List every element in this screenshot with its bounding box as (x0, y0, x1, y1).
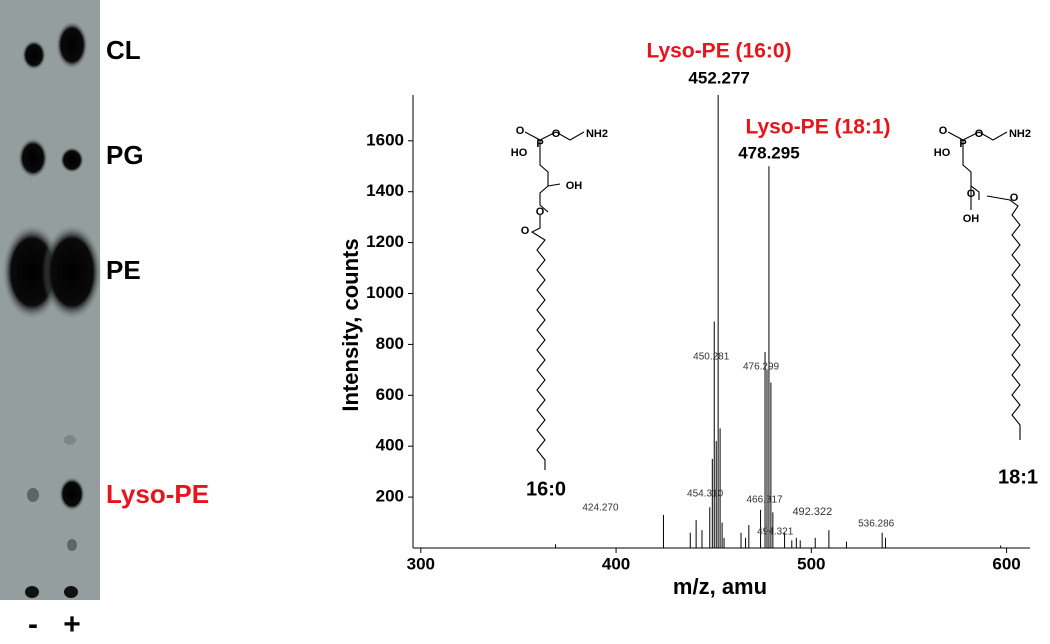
y-tick-label: 600 (376, 385, 404, 404)
atom-label: HO (511, 147, 528, 159)
peak-label: 494.321 (757, 527, 794, 538)
chain-label: 18:1 (998, 466, 1038, 488)
y-tick-label: 1600 (366, 130, 404, 149)
peak-label: 452.277 (688, 68, 749, 87)
atom-label: OH (566, 180, 583, 192)
atom-label: O (975, 128, 984, 140)
atom-label: O (521, 225, 530, 237)
atom-label: NH2 (1009, 128, 1031, 140)
annotation: Lyso-PE (16:0) (646, 40, 791, 63)
atom-label: O (516, 125, 525, 137)
x-tick-label: 500 (797, 554, 825, 573)
band-label: PE (106, 255, 141, 285)
band-label: Lyso-PE (106, 479, 209, 509)
lane-label: + (63, 608, 81, 641)
band-label: CL (106, 35, 141, 65)
peak-label: 476.299 (743, 362, 780, 373)
y-tick-label: 1000 (366, 283, 404, 302)
x-axis-label: m/z, amu (673, 574, 767, 599)
y-tick-label: 1400 (366, 181, 404, 200)
atom-label: O (939, 125, 948, 137)
y-tick-label: 800 (376, 334, 404, 353)
structure-bonds (524, 131, 1021, 470)
annotation: Lyso-PE (18:1) (745, 116, 890, 139)
atom-label: O (967, 188, 976, 200)
peak-label: 492.322 (792, 506, 832, 518)
x-tick-label: 400 (602, 554, 630, 573)
atom-label: OH (963, 213, 980, 225)
atom-label: O (536, 206, 545, 218)
y-tick-label: 400 (376, 436, 404, 455)
peak-label: 478.295 (738, 143, 799, 162)
atom-label: HO (934, 147, 951, 159)
atom-label: P (536, 138, 543, 150)
y-tick-label: 1200 (366, 232, 404, 251)
chain-label: 16:0 (526, 478, 566, 500)
peak-label: 424.270 (582, 503, 619, 514)
band-label: PG (106, 140, 144, 170)
peak-label: 454.310 (687, 489, 724, 500)
atom-label: NH2 (586, 128, 608, 140)
y-tick-label: 200 (376, 487, 404, 506)
peak-label: 466.317 (746, 495, 783, 506)
y-axis-label: Intensity, counts (338, 238, 363, 411)
atom-label: O (1010, 192, 1019, 204)
lane-label: - (28, 608, 38, 641)
peak-label: 450.281 (693, 352, 730, 363)
x-tick-label: 600 (992, 554, 1020, 573)
peak-label: 536.286 (858, 519, 895, 530)
atom-label: O (552, 128, 561, 140)
tlc-plate (0, 0, 102, 600)
x-tick-label: 300 (407, 554, 435, 573)
atom-label: P (959, 138, 966, 150)
